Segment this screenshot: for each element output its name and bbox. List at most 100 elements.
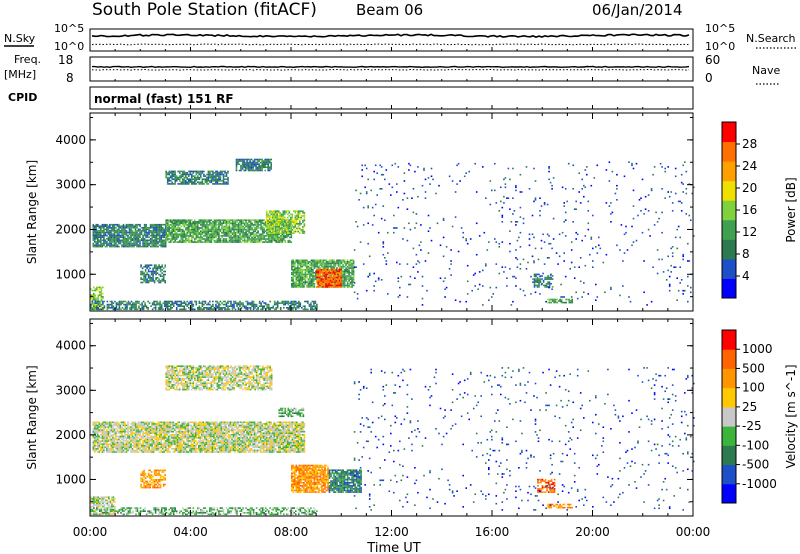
- data-cell: [583, 195, 585, 198]
- data-cell: [243, 165, 245, 167]
- data-cell: [134, 234, 137, 237]
- data-cell: [688, 260, 691, 262]
- data-cell: [292, 273, 295, 276]
- data-cell: [209, 173, 211, 176]
- data-cell: [197, 222, 199, 225]
- data-cell: [216, 305, 219, 307]
- data-cell: [210, 181, 213, 184]
- data-cell: [195, 238, 198, 240]
- data-cell: [430, 167, 433, 170]
- data-cell: [243, 307, 246, 309]
- data-cell: [169, 239, 172, 242]
- data-cell: [256, 166, 259, 169]
- data-cell: [174, 178, 176, 180]
- data-cell: [674, 175, 677, 178]
- data-cell: [112, 505, 115, 508]
- data-cell: [310, 286, 313, 288]
- data-cell: [342, 279, 344, 282]
- data-cell: [656, 221, 659, 223]
- data-cell: [103, 227, 105, 229]
- data-cell: [435, 192, 437, 195]
- data-cell: [174, 230, 176, 232]
- data-cell: [345, 278, 347, 280]
- data-cell: [676, 247, 678, 250]
- data-cell: [563, 301, 566, 304]
- data-cell: [97, 236, 99, 238]
- data-cell: [236, 303, 238, 306]
- data-cell: [647, 228, 650, 231]
- data-cell: [284, 225, 287, 228]
- data-cell: [339, 262, 341, 265]
- data-cell: [536, 273, 539, 276]
- data-cell: [312, 264, 314, 266]
- data-cell: [209, 239, 211, 242]
- data-cell: [96, 512, 98, 514]
- data-cell: [183, 172, 186, 174]
- data-cell: [300, 270, 302, 273]
- data-cell: [228, 224, 231, 226]
- data-cell: [112, 233, 114, 235]
- data-cell: [661, 188, 663, 190]
- data-cell: [267, 163, 269, 165]
- data-cell: [340, 275, 342, 277]
- data-cell: [118, 234, 120, 237]
- data-cell: [274, 227, 277, 230]
- data-cell: [194, 225, 196, 228]
- data-cell: [538, 284, 540, 287]
- data-cell: [296, 215, 298, 217]
- data-cell: [254, 235, 256, 237]
- data-cell: [180, 225, 183, 228]
- data-cell: [522, 258, 525, 261]
- data-cell: [552, 238, 555, 240]
- data-cell: [161, 236, 164, 238]
- data-cell: [306, 268, 308, 271]
- data-cell: [382, 205, 385, 207]
- data-cell: [155, 223, 158, 226]
- data-cell: [188, 307, 190, 309]
- data-cell: [178, 305, 181, 307]
- data-cell: [103, 236, 105, 238]
- data-cell: [121, 234, 123, 237]
- data-cell: [332, 270, 335, 273]
- data-cell: [107, 233, 110, 235]
- data-cell: [250, 165, 253, 167]
- data-cell: [239, 233, 241, 236]
- data-cell: [160, 236, 162, 238]
- data-cell: [291, 232, 294, 234]
- data-cell: [94, 238, 96, 240]
- data-cell: [164, 241, 167, 243]
- data-cell: [198, 239, 201, 242]
- data-cell: [127, 300, 130, 303]
- data-cell: [198, 170, 201, 173]
- data-cell: [188, 303, 190, 306]
- data-cell: [317, 273, 320, 276]
- data-cell: [175, 175, 178, 177]
- data-cell: [547, 278, 549, 280]
- data-cell: [227, 181, 229, 184]
- data-cell: [262, 163, 265, 165]
- data-cell: [287, 223, 289, 225]
- data-cell: [551, 298, 554, 301]
- data-cell: [276, 307, 279, 309]
- data-cell: [218, 172, 220, 174]
- data-cell: [377, 231, 380, 234]
- data-cell: [219, 176, 222, 179]
- data-cell: [231, 228, 234, 231]
- data-cell: [307, 261, 310, 263]
- data-cell: [104, 241, 107, 243]
- data-cell: [215, 241, 217, 243]
- data-cell: [280, 218, 283, 220]
- data-cell: [267, 235, 270, 237]
- data-cell: [92, 231, 95, 234]
- data-cell: [382, 242, 385, 245]
- data-cell: [97, 244, 99, 246]
- data-cell: [244, 158, 247, 161]
- data-cell: [242, 225, 244, 228]
- data-cell: [91, 502, 94, 505]
- data-cell: [291, 226, 294, 228]
- data-cell: [334, 273, 336, 276]
- data-cell: [174, 173, 176, 176]
- nave-trace: [91, 68, 690, 71]
- data-cell: [273, 218, 275, 220]
- data-cell: [290, 226, 292, 228]
